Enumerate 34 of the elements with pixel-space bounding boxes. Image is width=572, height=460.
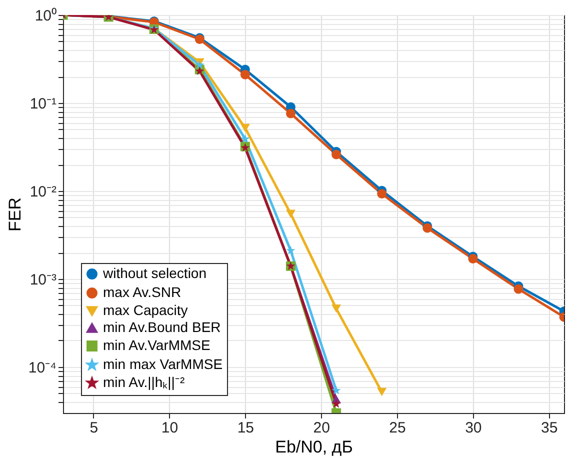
legend-label: min Av.||hₖ||⁻² [103,374,185,390]
point [195,60,204,69]
point [286,108,296,118]
point [514,284,524,294]
point [332,150,342,160]
legend-label: min Av.Bound BER [103,319,221,335]
point [240,134,250,143]
x-tick-label: 35 [540,420,558,436]
y-axis-title: FER [5,198,24,232]
point [377,388,387,396]
legend-label: without selection [102,265,207,281]
x-axis-title: Eb/N0, дБ [275,438,353,456]
y-tick-label: 10⁰ [34,8,56,24]
x-tick-label: 10 [161,420,178,436]
legend-label: max Capacity [103,302,188,318]
legend-label: min max VarMMSE [103,356,223,372]
x-tick-label: 15 [237,420,254,436]
x-tick-label: 30 [465,420,482,436]
x-tick-label: 20 [313,420,330,436]
y-tick-label: 10⁻³ [30,271,56,288]
legend-label: max Av.SNR [103,284,182,300]
y-tick-label: 10⁻⁴ [28,359,56,376]
x-tick-label: 25 [389,420,406,436]
point [332,304,342,313]
point [286,246,296,254]
point [286,210,296,218]
point [240,70,250,80]
y-tick-label: 10⁻² [30,183,56,200]
point [377,189,387,198]
point [240,124,250,132]
point [332,386,341,394]
x-tick-label: 5 [90,420,98,436]
legend-label: min Av.VarMMSE [103,337,210,353]
y-tick-label: 10⁻¹ [30,95,56,112]
